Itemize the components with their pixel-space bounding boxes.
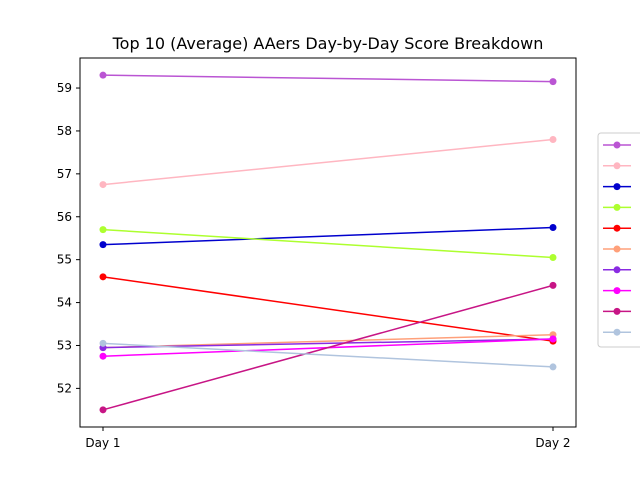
legend-entry <box>603 183 631 191</box>
series-line <box>102 74 554 83</box>
data-point <box>99 273 107 281</box>
legend-entry <box>603 162 631 170</box>
series-line <box>102 342 554 368</box>
y-tick-label: 54 <box>57 296 72 310</box>
data-point <box>549 78 557 86</box>
series-line <box>102 284 554 411</box>
series-line <box>102 228 554 259</box>
legend-entry <box>603 141 631 149</box>
data-point <box>99 241 107 249</box>
y-tick-label: 53 <box>57 338 72 352</box>
legend-entry <box>603 328 631 336</box>
chart-title: Top 10 (Average) AAers Day-by-Day Score … <box>112 34 544 53</box>
data-point <box>99 226 107 234</box>
legend-swatch-marker <box>613 224 621 232</box>
series-line <box>102 226 554 246</box>
data-point <box>99 71 107 79</box>
y-axis: 52 53 54 55 56 57 58 59 <box>57 81 80 395</box>
legend-swatch-marker <box>613 287 621 295</box>
y-tick-label: 57 <box>57 167 72 181</box>
x-axis: Day 1 Day 2 <box>85 427 571 450</box>
series-4 <box>99 226 557 262</box>
legend-entry <box>603 203 631 211</box>
data-point <box>99 406 107 414</box>
series-9 <box>99 281 557 414</box>
legend-entry <box>603 266 631 274</box>
legend-swatch-marker <box>613 183 621 191</box>
legend-swatch-marker <box>613 162 621 170</box>
data-point <box>549 223 557 231</box>
y-tick-label: 59 <box>57 81 72 95</box>
legend-swatch-marker <box>613 307 621 315</box>
legend-swatch-marker <box>613 141 621 149</box>
series-layer <box>99 71 557 414</box>
y-tick-label: 58 <box>57 124 72 138</box>
series-10 <box>99 339 557 371</box>
data-point <box>549 281 557 289</box>
y-tick-label: 52 <box>57 381 72 395</box>
legend-swatch-marker <box>613 245 621 253</box>
series-1 <box>99 71 557 86</box>
data-point <box>549 335 557 343</box>
legend-swatch-marker <box>613 266 621 274</box>
plot-frame <box>79 57 577 428</box>
data-point <box>99 181 107 189</box>
y-tick-label: 55 <box>57 253 72 267</box>
legend-entry <box>603 307 631 315</box>
series-7 <box>99 335 557 352</box>
data-point <box>99 339 107 347</box>
legend <box>597 132 640 348</box>
series-line <box>102 138 554 186</box>
series-line <box>102 276 554 342</box>
y-tick-label: 56 <box>57 210 72 224</box>
series-2 <box>99 136 557 189</box>
data-point <box>549 136 557 144</box>
legend-entry <box>603 224 631 232</box>
legend-swatch-marker <box>613 328 621 336</box>
legend-entry <box>603 245 631 253</box>
legend-swatch-marker <box>613 203 621 211</box>
series-line <box>102 338 554 349</box>
legend-entry <box>603 287 631 295</box>
data-point <box>549 363 557 371</box>
x-tick-label: Day 1 <box>85 436 120 450</box>
series-5 <box>99 273 557 345</box>
data-point <box>99 352 107 360</box>
data-point <box>549 254 557 262</box>
x-tick-label: Day 2 <box>535 436 570 450</box>
series-3 <box>99 223 557 249</box>
